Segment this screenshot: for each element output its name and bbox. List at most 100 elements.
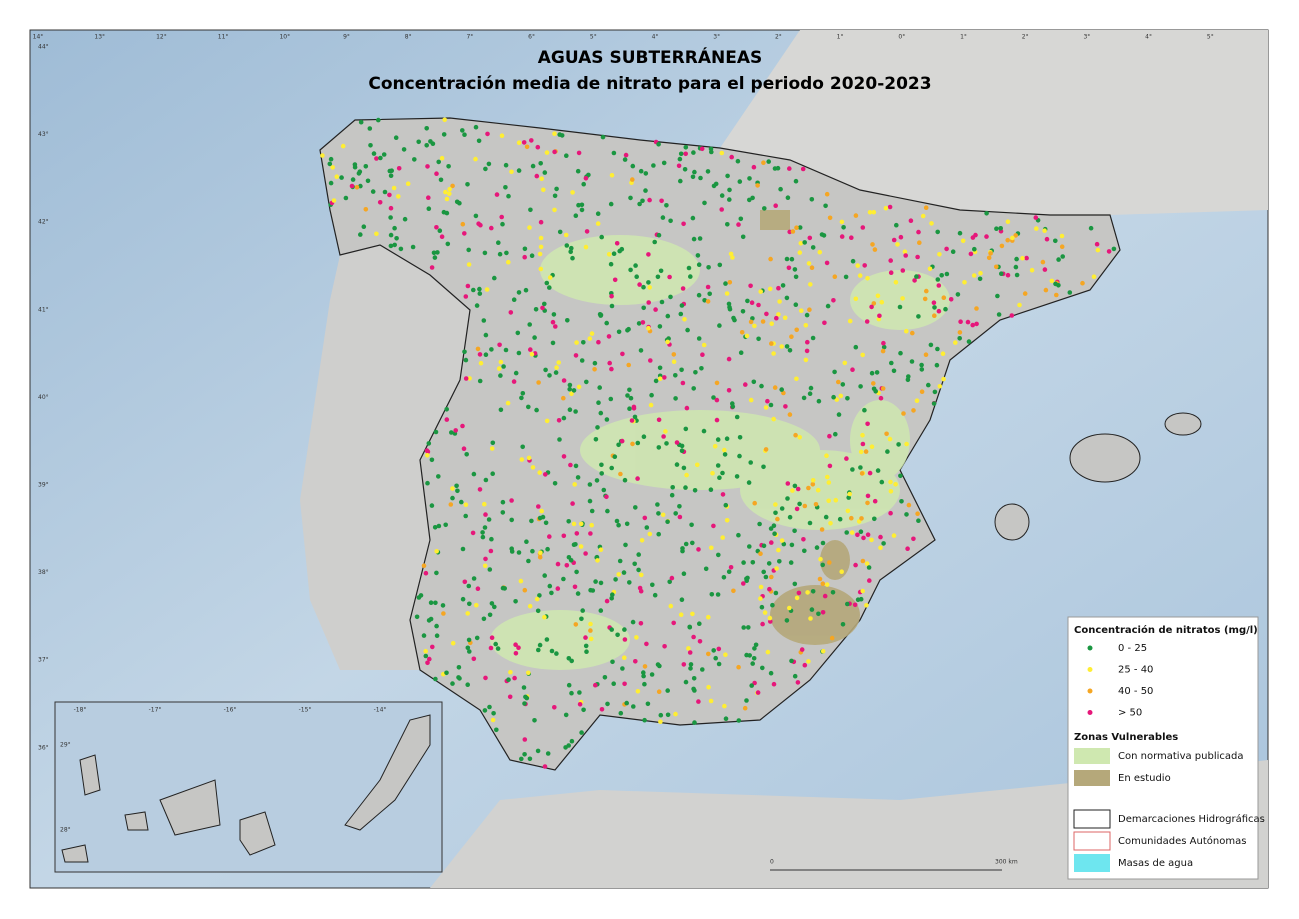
sample-dot [609,465,614,471]
sample-dot [609,627,614,632]
sample-dot [706,651,711,657]
sample-dot [414,614,420,620]
inset-graticule-label: -15° [299,707,312,714]
sample-dot [814,545,820,550]
graticule-label: 5° [590,34,597,41]
sample-dot [656,445,662,450]
sample-dot [601,487,607,493]
sample-dot [412,157,417,162]
sample-dot [571,521,577,527]
sample-dot [401,147,407,152]
sample-dot [495,646,501,651]
sample-dot [638,348,644,353]
sample-dot [766,561,772,566]
sample-dot [683,679,689,685]
sample-dot [460,221,466,227]
sample-dot [663,429,668,434]
sample-dot [574,531,580,536]
sample-dot [806,261,812,266]
sample-dot [869,444,875,450]
sample-dot [752,500,757,506]
sample-dot [697,639,703,644]
sample-dot [776,547,781,553]
sample-dot [888,510,893,516]
sample-dot [744,576,749,582]
sample-dot [463,502,469,508]
sample-dot [465,611,471,616]
sample-dot [423,648,429,654]
sample-dot [511,297,517,303]
sample-dot [692,488,698,493]
sample-dot [426,618,432,623]
sample-dot [792,673,798,679]
sample-dot [584,229,590,234]
sample-dot [719,207,724,212]
sample-dot [801,537,806,542]
sample-dot [849,515,854,521]
sample-dot [467,376,472,381]
sample-dot [487,704,492,710]
sample-dot [944,246,949,252]
sample-dot [912,278,917,283]
sample-dot [425,660,430,666]
sample-dot [761,569,766,575]
sample-dot [937,384,943,389]
sample-dot [779,506,785,511]
sample-dot [974,306,979,311]
sample-dot [705,299,711,304]
sample-dot [613,577,618,582]
sample-dot [652,592,658,598]
sample-dot [751,164,757,170]
sample-dot [878,395,884,401]
sample-dot [819,232,825,237]
sample-dot [463,513,469,519]
sample-dot [871,301,877,306]
sample-dot [528,347,533,352]
france [720,30,1268,215]
sample-dot [784,256,790,262]
sample-dot [771,416,776,422]
sample-dot [881,541,886,546]
sample-dot [519,395,524,401]
sample-dot [867,210,873,215]
legend-item: Masas de agua [1118,858,1193,869]
sample-dot [428,600,434,605]
sample-dot [537,642,543,648]
sample-dot [488,645,494,651]
sample-dot [916,518,921,523]
sample-dot [762,610,768,615]
sample-dot [550,340,556,346]
sample-dot [700,667,705,672]
sample-dot [429,457,435,463]
sample-dot [1042,267,1048,272]
sample-dot [646,300,651,305]
inset-graticule-label: -14° [374,707,387,714]
sample-dot [722,452,728,457]
sample-dot [611,251,617,256]
sample-dot [471,576,477,581]
sample-dot [655,662,661,667]
sample-dot [459,499,464,505]
sample-dot [513,370,519,376]
sample-dot [529,351,535,357]
sample-dot [536,380,541,385]
sample-dot [830,590,836,595]
sample-dot [466,262,472,267]
sample-dot [635,440,641,446]
sample-dot [516,645,521,650]
sample-dot [805,339,810,345]
sample-dot [463,376,469,381]
sample-dot [526,404,531,410]
sample-dot [484,287,490,292]
graticule-label: 10° [279,34,290,41]
sample-dot [478,360,484,366]
sample-dot [632,561,637,567]
sample-dot [775,516,780,522]
sample-dot [661,434,666,439]
sample-dot [820,581,826,586]
sample-dot [439,155,445,161]
sample-dot [736,532,741,538]
sample-dot [717,262,723,268]
sample-dot [817,576,823,582]
